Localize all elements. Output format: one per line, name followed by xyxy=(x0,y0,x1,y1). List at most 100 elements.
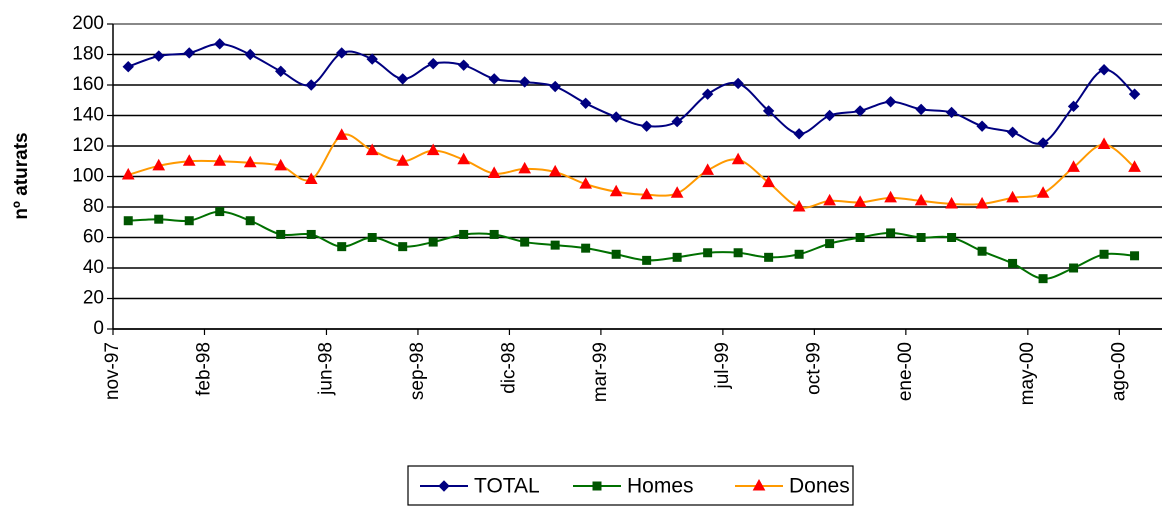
marker xyxy=(945,106,958,119)
marker xyxy=(184,216,194,226)
y-tick-label: 100 xyxy=(72,166,104,187)
marker xyxy=(670,186,684,198)
marker xyxy=(823,109,836,122)
marker xyxy=(579,177,593,189)
y-tick-label: 140 xyxy=(72,105,104,126)
marker xyxy=(947,233,957,242)
marker xyxy=(182,154,196,166)
legend-label: TOTAL xyxy=(474,475,540,498)
marker xyxy=(122,60,134,73)
marker xyxy=(489,229,499,239)
marker xyxy=(214,38,226,50)
marker xyxy=(1038,274,1048,284)
marker xyxy=(520,237,530,247)
y-tick-label: 200 xyxy=(72,13,104,34)
marker xyxy=(549,80,561,93)
marker xyxy=(457,152,471,165)
marker xyxy=(1130,251,1140,261)
marker xyxy=(1006,126,1019,138)
marker xyxy=(1008,258,1018,268)
marker xyxy=(335,128,349,140)
marker xyxy=(640,187,653,200)
marker xyxy=(367,233,377,242)
marker xyxy=(244,48,256,61)
marker xyxy=(1099,249,1109,259)
marker xyxy=(275,65,287,77)
legend-label: Homes xyxy=(627,475,694,498)
marker xyxy=(884,190,897,203)
marker xyxy=(427,57,439,70)
y-tick-label: 80 xyxy=(83,196,104,217)
marker xyxy=(1069,263,1079,273)
marker xyxy=(518,161,532,174)
marker xyxy=(762,105,775,117)
marker xyxy=(794,249,804,259)
marker xyxy=(611,249,621,259)
marker xyxy=(457,59,470,71)
x-tick-label: nov-97 xyxy=(102,342,123,400)
marker xyxy=(274,158,288,171)
marker xyxy=(366,53,378,65)
marker xyxy=(518,76,531,88)
marker xyxy=(640,120,653,132)
marker xyxy=(243,155,257,168)
marker xyxy=(976,120,988,132)
series-line xyxy=(128,210,1135,280)
marker xyxy=(1006,190,1019,203)
marker xyxy=(488,73,500,85)
marker xyxy=(396,73,409,85)
y-tick-label: 60 xyxy=(83,227,104,248)
marker xyxy=(1067,100,1080,113)
marker xyxy=(459,229,469,239)
marker xyxy=(853,195,867,207)
marker xyxy=(733,248,743,258)
marker xyxy=(916,233,926,242)
x-tick-label: sep-98 xyxy=(407,342,428,400)
marker xyxy=(793,128,805,140)
marker xyxy=(306,229,316,239)
marker xyxy=(854,105,866,117)
marker xyxy=(398,242,408,252)
series-line xyxy=(127,133,1136,209)
marker xyxy=(581,243,591,253)
x-tick-label: feb-98 xyxy=(193,342,214,396)
legend-marker xyxy=(592,481,602,491)
y-tick-label: 20 xyxy=(83,288,104,309)
marker xyxy=(1036,186,1050,198)
marker xyxy=(121,167,135,180)
marker xyxy=(276,229,286,239)
marker xyxy=(945,196,958,209)
marker xyxy=(579,97,592,110)
marker xyxy=(123,216,133,226)
marker xyxy=(731,152,745,165)
legend-marker xyxy=(752,478,766,491)
marker xyxy=(154,214,164,224)
y-tick-label: 0 xyxy=(93,318,104,339)
marker xyxy=(610,111,622,123)
marker xyxy=(823,193,836,206)
y-tick-label: 40 xyxy=(83,257,104,278)
marker xyxy=(550,240,560,250)
x-tick-label: oct-99 xyxy=(803,342,824,395)
marker xyxy=(762,175,775,188)
marker xyxy=(1128,160,1141,172)
y-tick-label: 180 xyxy=(72,44,104,65)
marker xyxy=(337,242,347,252)
marker xyxy=(245,216,255,226)
x-tick-label: jun-98 xyxy=(315,342,336,396)
marker xyxy=(215,207,225,217)
x-tick-label: may-00 xyxy=(1017,342,1038,405)
x-tick-label: ago-00 xyxy=(1108,342,1129,401)
marker xyxy=(764,252,774,262)
marker xyxy=(914,193,928,206)
marker xyxy=(915,103,927,116)
marker xyxy=(428,237,438,247)
marker xyxy=(884,96,897,108)
marker xyxy=(335,47,348,59)
marker xyxy=(426,143,440,156)
marker xyxy=(183,47,195,59)
marker xyxy=(213,154,227,166)
marker xyxy=(152,158,166,171)
marker xyxy=(1098,64,1110,76)
